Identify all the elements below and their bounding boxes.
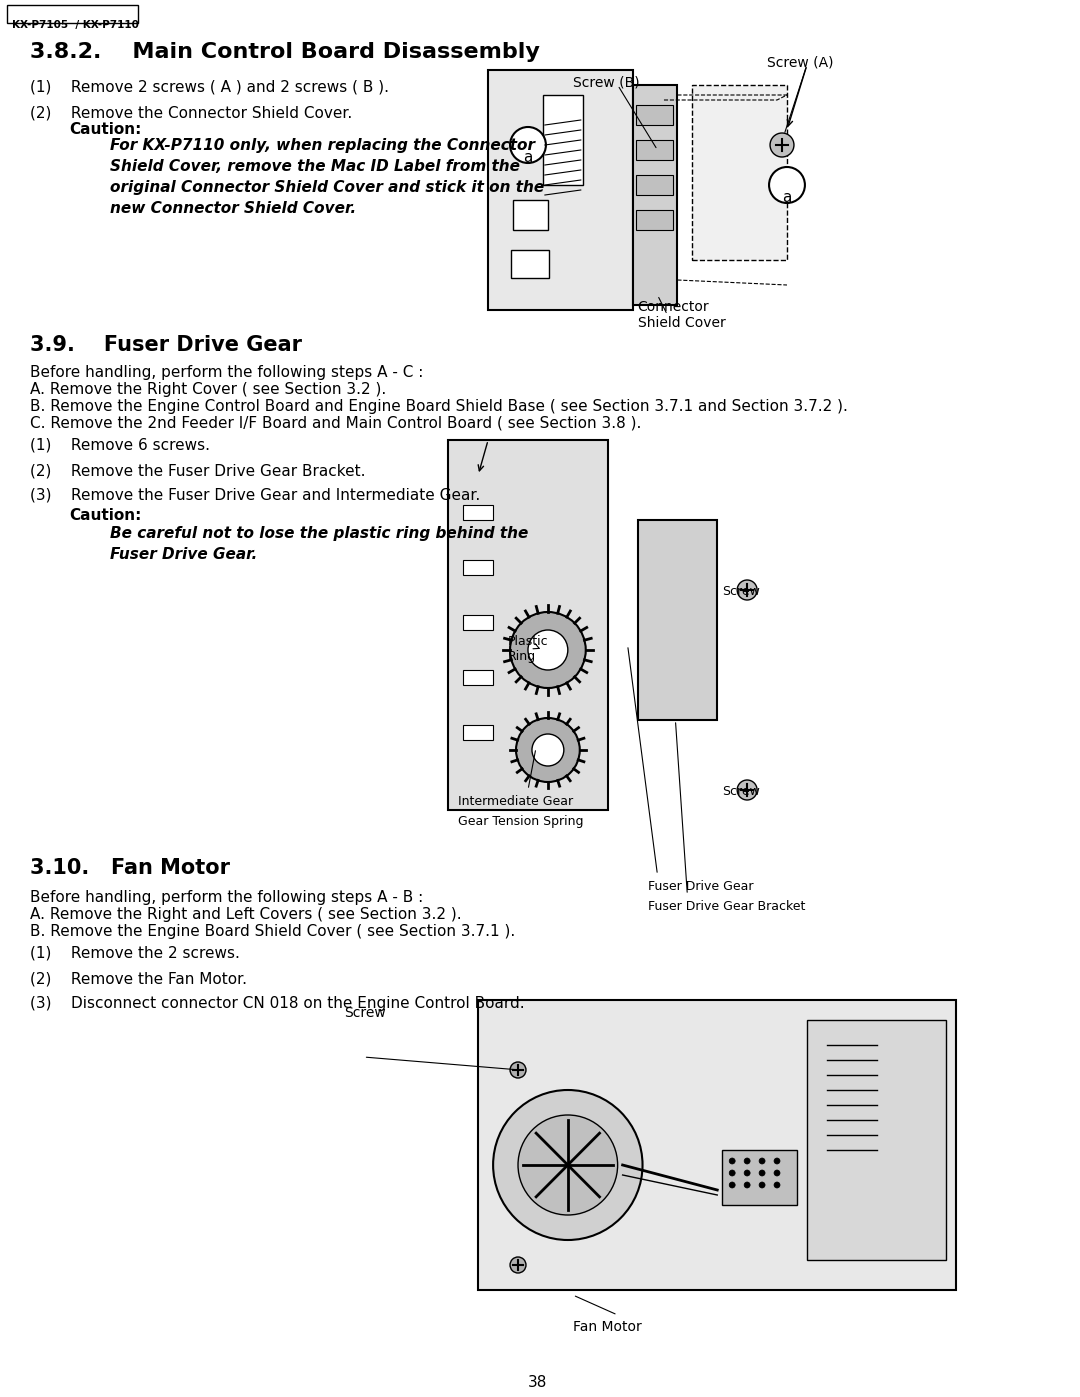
FancyBboxPatch shape xyxy=(807,1020,946,1260)
Text: For KX-P7110 only, when replacing the Connector
Shield Cover, remove the Mac ID : For KX-P7110 only, when replacing the Co… xyxy=(109,138,544,217)
Text: Screw (B): Screw (B) xyxy=(572,75,639,89)
Text: 3.9.    Fuser Drive Gear: 3.9. Fuser Drive Gear xyxy=(30,335,302,355)
Circle shape xyxy=(759,1171,765,1176)
FancyBboxPatch shape xyxy=(463,560,494,576)
FancyBboxPatch shape xyxy=(635,140,674,161)
Circle shape xyxy=(738,580,757,599)
Circle shape xyxy=(774,1182,780,1187)
Text: A. Remove the Right and Left Covers ( see Section 3.2 ).: A. Remove the Right and Left Covers ( se… xyxy=(30,907,461,922)
Text: Plastic
Ring: Plastic Ring xyxy=(508,636,549,664)
Text: 3.10.   Fan Motor: 3.10. Fan Motor xyxy=(30,858,230,877)
Text: (1)    Remove 2 screws ( A ) and 2 screws ( B ).: (1) Remove 2 screws ( A ) and 2 screws (… xyxy=(30,80,389,95)
FancyBboxPatch shape xyxy=(463,725,494,740)
Circle shape xyxy=(510,612,585,687)
FancyBboxPatch shape xyxy=(463,504,494,520)
FancyBboxPatch shape xyxy=(463,671,494,685)
FancyBboxPatch shape xyxy=(488,70,633,310)
Text: Gear Tension Spring: Gear Tension Spring xyxy=(458,814,584,828)
Text: Before handling, perform the following steps A - B :: Before handling, perform the following s… xyxy=(30,890,423,905)
Text: Be careful not to lose the plastic ring behind the
Fuser Drive Gear.: Be careful not to lose the plastic ring … xyxy=(109,527,528,562)
Text: (1)    Remove the 2 screws.: (1) Remove the 2 screws. xyxy=(30,946,240,961)
Text: Screw: Screw xyxy=(723,785,760,798)
Circle shape xyxy=(744,1182,751,1187)
Circle shape xyxy=(774,1171,780,1176)
FancyBboxPatch shape xyxy=(633,85,677,305)
FancyBboxPatch shape xyxy=(511,250,549,278)
FancyBboxPatch shape xyxy=(635,105,674,124)
Text: Connector
Shield Cover: Connector Shield Cover xyxy=(637,300,726,330)
Text: B. Remove the Engine Control Board and Engine Board Shield Base ( see Section 3.: B. Remove the Engine Control Board and E… xyxy=(30,400,848,414)
Circle shape xyxy=(774,1158,780,1164)
Circle shape xyxy=(729,1158,735,1164)
Circle shape xyxy=(729,1171,735,1176)
FancyBboxPatch shape xyxy=(635,175,674,196)
Circle shape xyxy=(729,1182,735,1187)
Text: Before handling, perform the following steps A - C :: Before handling, perform the following s… xyxy=(30,365,423,380)
Circle shape xyxy=(518,1115,618,1215)
Text: (2)    Remove the Fan Motor.: (2) Remove the Fan Motor. xyxy=(30,971,247,986)
Circle shape xyxy=(738,780,757,800)
Text: a: a xyxy=(782,190,792,205)
Circle shape xyxy=(510,1257,526,1273)
Circle shape xyxy=(744,1158,751,1164)
Text: 3.8.2.    Main Control Board Disassembly: 3.8.2. Main Control Board Disassembly xyxy=(30,42,540,61)
FancyBboxPatch shape xyxy=(543,95,583,184)
Text: Caution:: Caution: xyxy=(70,509,143,522)
Circle shape xyxy=(759,1182,765,1187)
Text: (1)    Remove 6 screws.: (1) Remove 6 screws. xyxy=(30,439,210,453)
Text: Screw (A): Screw (A) xyxy=(767,54,834,68)
FancyBboxPatch shape xyxy=(478,1000,956,1289)
Text: Caution:: Caution: xyxy=(70,122,143,137)
FancyBboxPatch shape xyxy=(692,85,787,260)
Circle shape xyxy=(759,1158,765,1164)
FancyBboxPatch shape xyxy=(635,210,674,231)
FancyBboxPatch shape xyxy=(637,520,717,719)
Circle shape xyxy=(494,1090,643,1241)
Text: Intermediate Gear: Intermediate Gear xyxy=(458,795,573,807)
Circle shape xyxy=(770,133,794,156)
Text: (3)    Disconnect connector CN 018 on the Engine Control Board.: (3) Disconnect connector CN 018 on the E… xyxy=(30,996,525,1011)
Circle shape xyxy=(510,127,545,163)
Text: B. Remove the Engine Board Shield Cover ( see Section 3.7.1 ).: B. Remove the Engine Board Shield Cover … xyxy=(30,923,515,939)
Circle shape xyxy=(528,630,568,671)
Circle shape xyxy=(532,733,564,766)
FancyBboxPatch shape xyxy=(6,6,138,22)
FancyBboxPatch shape xyxy=(448,440,608,810)
Text: A. Remove the Right Cover ( see Section 3.2 ).: A. Remove the Right Cover ( see Section … xyxy=(30,381,387,397)
Text: Screw: Screw xyxy=(723,585,760,598)
Text: (2)    Remove the Connector Shield Cover.: (2) Remove the Connector Shield Cover. xyxy=(30,105,352,120)
Text: (3)    Remove the Fuser Drive Gear and Intermediate Gear.: (3) Remove the Fuser Drive Gear and Inte… xyxy=(30,488,481,503)
Text: (2)    Remove the Fuser Drive Gear Bracket.: (2) Remove the Fuser Drive Gear Bracket. xyxy=(30,462,365,478)
FancyBboxPatch shape xyxy=(723,1150,797,1206)
Text: Fuser Drive Gear: Fuser Drive Gear xyxy=(648,880,753,893)
Text: C. Remove the 2nd Feeder I/F Board and Main Control Board ( see Section 3.8 ).: C. Remove the 2nd Feeder I/F Board and M… xyxy=(30,416,642,432)
Text: Fuser Drive Gear Bracket: Fuser Drive Gear Bracket xyxy=(648,900,805,914)
Circle shape xyxy=(744,1171,751,1176)
Circle shape xyxy=(510,1062,526,1078)
Text: KX-P7105  / KX-P7110: KX-P7105 / KX-P7110 xyxy=(12,20,139,29)
FancyBboxPatch shape xyxy=(513,200,548,231)
Text: 38: 38 xyxy=(528,1375,548,1390)
Circle shape xyxy=(769,168,805,203)
Text: Screw: Screw xyxy=(343,1006,386,1020)
Text: a: a xyxy=(523,149,532,165)
Circle shape xyxy=(516,718,580,782)
FancyBboxPatch shape xyxy=(463,615,494,630)
Text: Fan Motor: Fan Motor xyxy=(572,1320,642,1334)
